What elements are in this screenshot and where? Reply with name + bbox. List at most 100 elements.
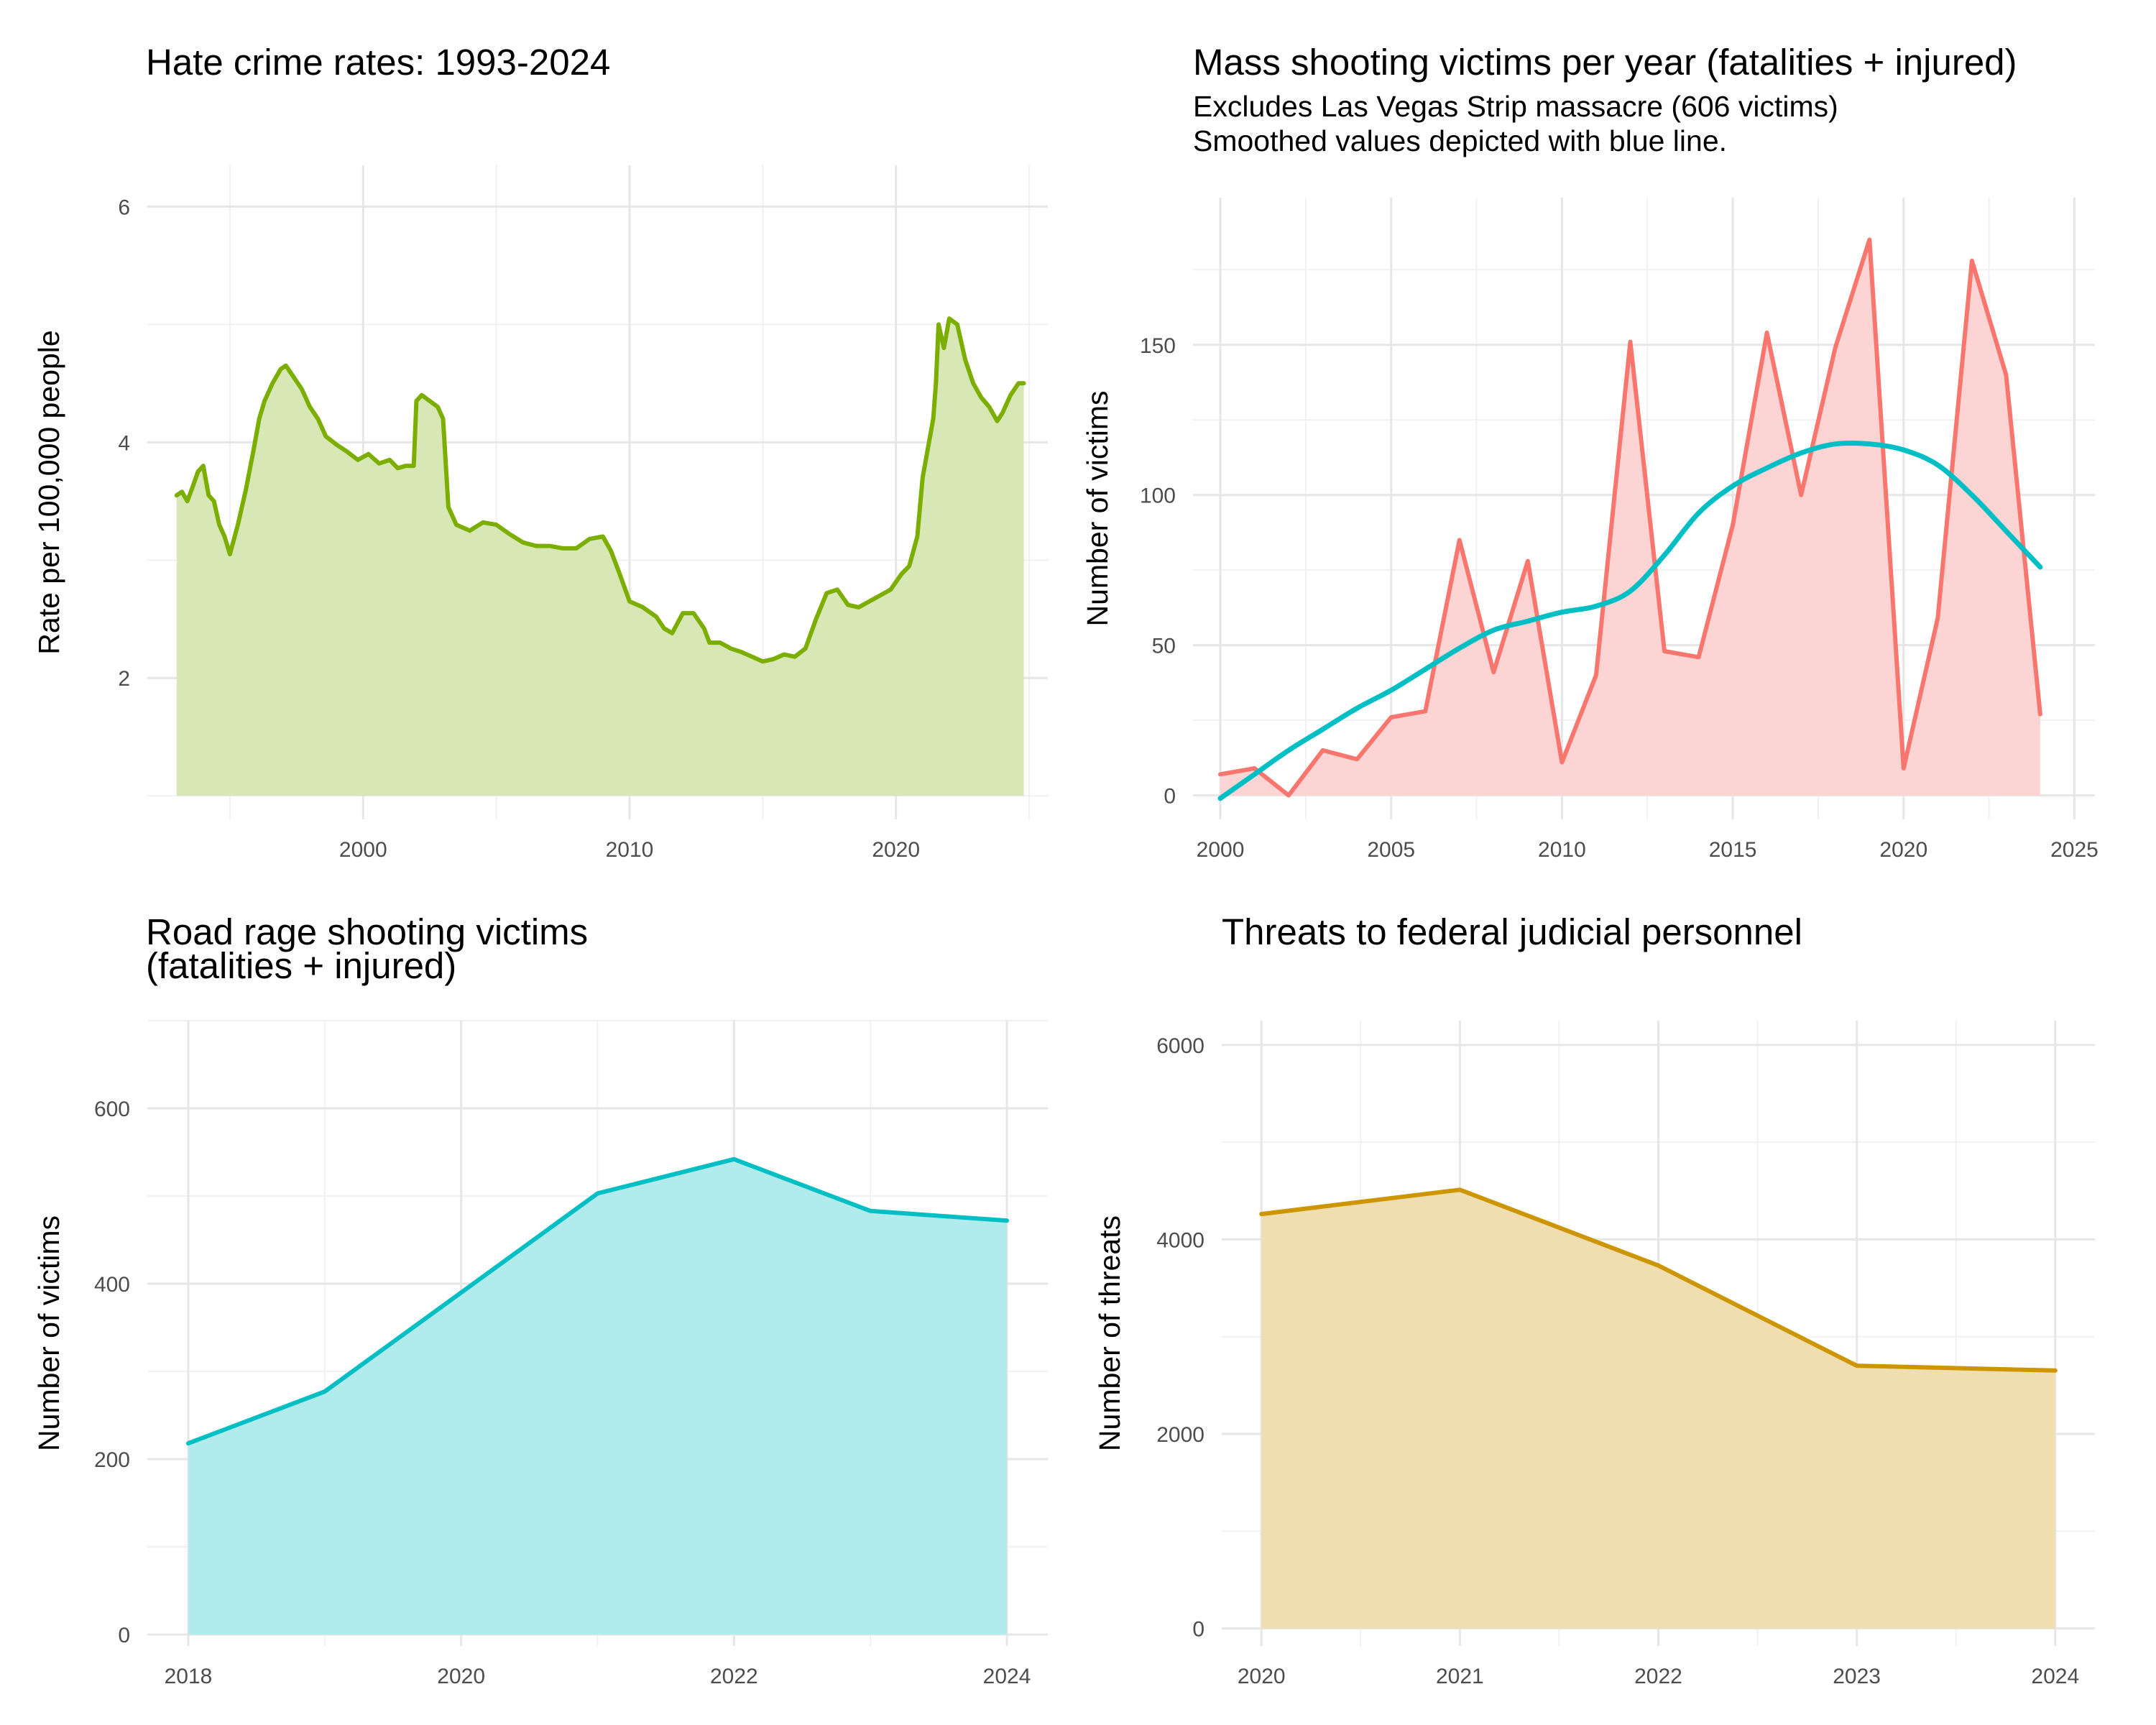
data-point bbox=[908, 565, 911, 567]
data-point bbox=[837, 589, 839, 591]
y-tick-label: 4 bbox=[118, 431, 130, 455]
road-series-line bbox=[186, 1156, 1009, 1446]
x-tick-label: 2020 bbox=[1879, 838, 1927, 862]
data-point bbox=[1629, 341, 1631, 343]
y-tick-label: 2000 bbox=[1156, 1423, 1204, 1447]
data-point bbox=[301, 388, 303, 390]
data-point bbox=[2054, 1369, 2056, 1371]
data-point bbox=[1010, 394, 1012, 396]
x-tick-label: 2024 bbox=[2031, 1665, 2079, 1688]
x-tick-label: 2020 bbox=[437, 1665, 485, 1688]
data-point bbox=[1493, 671, 1495, 673]
y-tick-label: 0 bbox=[1192, 1618, 1204, 1642]
data-point bbox=[213, 500, 215, 502]
data-point bbox=[522, 541, 524, 543]
data-point bbox=[1424, 710, 1427, 712]
data-point bbox=[1657, 1264, 1659, 1266]
data-point bbox=[1937, 617, 1939, 620]
data-point bbox=[1526, 560, 1529, 562]
data-point bbox=[602, 535, 604, 538]
data-point bbox=[1869, 239, 1871, 241]
data-point bbox=[1018, 382, 1020, 385]
data-point bbox=[1220, 773, 1222, 776]
data-point bbox=[2039, 713, 2041, 715]
data-point bbox=[1971, 259, 1973, 262]
hate-crime-panel: 2000 2010 2020 2 4 6 Rate per 100,000 people Ha… bbox=[32, 42, 1048, 862]
judicial-series-line bbox=[1259, 1187, 2058, 1373]
data-point bbox=[317, 418, 319, 420]
data-point bbox=[793, 656, 796, 658]
data-point bbox=[325, 436, 327, 438]
mass-shooting-panel: 2000 2005 2010 2015 2020 2025 0 50 100 150 Number … bbox=[1081, 42, 2099, 862]
data-point bbox=[1697, 656, 1700, 658]
x-tick-label: 2024 bbox=[983, 1665, 1031, 1688]
y-tick-label: 200 bbox=[94, 1448, 130, 1472]
data-point bbox=[879, 594, 881, 597]
mass-y-tick-labels: 0 50 100 150 bbox=[1140, 334, 1176, 809]
data-point bbox=[367, 453, 369, 455]
data-point bbox=[495, 524, 497, 526]
data-point bbox=[1664, 650, 1666, 652]
data-point bbox=[964, 359, 967, 361]
data-point bbox=[181, 491, 183, 493]
data-point bbox=[280, 368, 282, 370]
data-point bbox=[202, 465, 204, 467]
data-point bbox=[980, 397, 982, 399]
data-point bbox=[703, 627, 705, 630]
data-point bbox=[900, 573, 903, 575]
data-point bbox=[773, 658, 775, 661]
mass-series-line bbox=[1218, 237, 2042, 798]
road-y-axis-label: Number of victims bbox=[32, 1215, 65, 1451]
hate-series-line bbox=[174, 316, 1026, 664]
data-point bbox=[826, 592, 828, 594]
data-point bbox=[847, 604, 849, 606]
data-point bbox=[420, 394, 423, 396]
data-point bbox=[870, 1210, 872, 1212]
data-point bbox=[682, 612, 684, 615]
data-point bbox=[442, 418, 444, 420]
data-point bbox=[356, 459, 359, 461]
data-point bbox=[175, 494, 178, 497]
data-point bbox=[186, 500, 188, 502]
y-tick-label: 600 bbox=[94, 1098, 130, 1121]
judicial-chart-title: Threats to federal judicial personnel bbox=[1222, 911, 1802, 952]
y-tick-label: 6 bbox=[118, 196, 130, 219]
y-tick-label: 4000 bbox=[1156, 1228, 1204, 1252]
data-point bbox=[253, 447, 255, 449]
data-point bbox=[1001, 412, 1003, 414]
data-point bbox=[972, 382, 975, 385]
hate-chart-title: Hate crime rates: 1993-2024 bbox=[146, 42, 610, 83]
mass-y-axis-label: Number of victims bbox=[1081, 390, 1114, 626]
hate-area-fill bbox=[176, 318, 1024, 796]
data-point bbox=[197, 471, 199, 473]
data-point bbox=[447, 506, 449, 508]
data-point bbox=[1834, 346, 1836, 349]
data-point bbox=[1459, 1189, 1461, 1191]
data-point bbox=[1902, 767, 1904, 769]
data-point bbox=[671, 632, 673, 634]
x-tick-label: 2020 bbox=[1238, 1665, 1286, 1688]
road-rage-panel: 2018 2020 2022 2024 0 200 400 600 Number of vict… bbox=[32, 911, 1048, 1688]
road-x-tick-labels: 2018 2020 2022 2024 bbox=[165, 1665, 1031, 1688]
judicial-y-tick-labels: 0 2000 4000 6000 bbox=[1156, 1034, 1204, 1642]
y-tick-label: 2 bbox=[118, 667, 130, 691]
x-tick-label: 2010 bbox=[606, 838, 654, 862]
y-tick-label: 400 bbox=[94, 1273, 130, 1297]
judicial-y-axis-label: Number of threats bbox=[1093, 1215, 1126, 1451]
data-point bbox=[692, 612, 694, 615]
judicial-x-tick-labels: 2020 2021 2022 2023 2024 bbox=[1238, 1665, 2079, 1688]
data-point bbox=[932, 418, 934, 420]
data-point bbox=[729, 648, 732, 650]
data-point bbox=[346, 451, 349, 453]
data-point bbox=[935, 382, 937, 385]
data-point bbox=[642, 606, 644, 608]
data-point bbox=[655, 615, 658, 617]
data-point bbox=[272, 382, 274, 385]
data-point bbox=[264, 400, 266, 402]
data-point bbox=[815, 618, 817, 620]
data-point bbox=[938, 323, 940, 326]
data-point bbox=[562, 547, 564, 549]
mass-chart-subtitle: Smoothed values depicted with blue line. bbox=[1193, 124, 1727, 157]
